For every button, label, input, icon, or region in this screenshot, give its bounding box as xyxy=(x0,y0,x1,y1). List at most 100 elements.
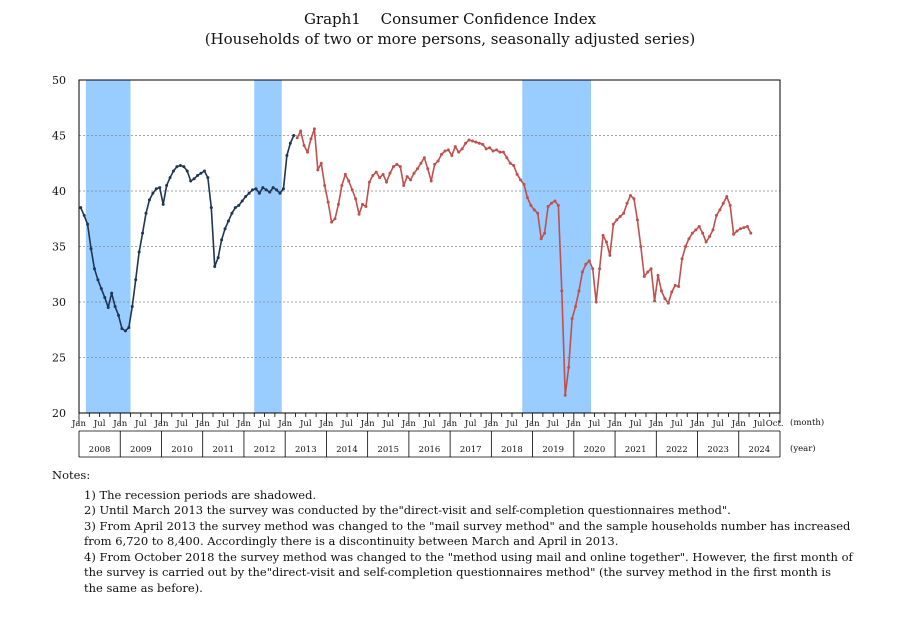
note-item-4: 4) From October 2018 the survey method w… xyxy=(84,549,853,595)
data-point xyxy=(86,222,90,226)
data-point xyxy=(745,225,749,229)
data-point xyxy=(89,247,93,251)
x-year-label: 2018 xyxy=(501,445,523,455)
x-month-label: Jul xyxy=(93,419,106,429)
y-tick-label: 45 xyxy=(52,130,66,143)
data-point xyxy=(714,213,718,217)
x-year-label: 2014 xyxy=(336,445,358,455)
data-point xyxy=(629,193,633,197)
data-point xyxy=(171,169,175,173)
data-point xyxy=(120,327,124,331)
data-point xyxy=(491,149,495,153)
data-point xyxy=(130,304,134,308)
data-point xyxy=(110,291,114,295)
x-month-label: Jul xyxy=(340,419,353,429)
note-item-1: 1) The recession periods are shadowed. xyxy=(84,487,317,502)
data-point xyxy=(419,161,423,165)
data-point xyxy=(450,153,454,157)
data-point xyxy=(532,208,536,212)
x-month-label: Jan xyxy=(153,419,168,429)
x-month-label: Jul xyxy=(258,419,271,429)
x-year-label: 2019 xyxy=(542,445,564,455)
data-point xyxy=(357,212,361,216)
data-point xyxy=(536,211,540,215)
data-point xyxy=(663,297,667,301)
data-point xyxy=(165,183,169,187)
data-point xyxy=(460,147,464,151)
data-point xyxy=(656,273,660,277)
data-point xyxy=(522,182,526,186)
data-point xyxy=(196,173,200,177)
data-point xyxy=(185,169,189,173)
x-year-label: 2009 xyxy=(130,445,152,455)
x-year-label: 2023 xyxy=(707,445,729,455)
data-point xyxy=(646,270,650,274)
data-point xyxy=(426,167,430,171)
data-point xyxy=(598,267,602,271)
y-tick-label: 40 xyxy=(52,185,66,198)
data-point xyxy=(285,153,289,157)
data-point xyxy=(415,167,419,171)
x-year-label: 2010 xyxy=(171,445,193,455)
data-point xyxy=(412,171,416,175)
data-point xyxy=(659,289,663,293)
data-point xyxy=(385,180,389,184)
data-point xyxy=(323,183,327,187)
data-point xyxy=(488,146,492,150)
data-point xyxy=(371,173,375,177)
data-point xyxy=(144,211,148,215)
data-point xyxy=(117,313,121,317)
data-point xyxy=(306,150,310,154)
x-year-label: 2024 xyxy=(749,445,771,455)
data-point xyxy=(161,202,165,206)
x-month-label: Jan xyxy=(277,419,292,429)
x-month-label: Jul xyxy=(505,419,518,429)
data-point xyxy=(563,393,567,397)
data-point xyxy=(275,188,279,192)
data-point xyxy=(457,150,461,154)
data-point xyxy=(299,129,303,133)
x-month-label: Oct. xyxy=(766,419,784,429)
data-point xyxy=(574,304,578,308)
data-point xyxy=(127,326,131,330)
x-year-label: 2017 xyxy=(460,445,482,455)
data-point xyxy=(556,203,560,207)
data-point xyxy=(477,141,481,145)
data-point xyxy=(704,240,708,244)
data-point xyxy=(749,231,753,235)
data-point xyxy=(735,229,739,233)
x-year-label: 2011 xyxy=(213,445,235,455)
x-month-label: Jan xyxy=(690,419,705,429)
data-point xyxy=(271,186,275,190)
data-point xyxy=(405,175,409,179)
data-point xyxy=(546,205,550,209)
data-point xyxy=(230,211,234,215)
y-tick-label: 35 xyxy=(52,241,66,254)
data-point xyxy=(625,201,629,205)
data-point xyxy=(223,227,227,231)
x-year-label: 2016 xyxy=(419,445,441,455)
x-month-label: Jul xyxy=(546,419,559,429)
data-point xyxy=(134,278,138,282)
data-point xyxy=(182,165,186,169)
x-year-label: 2012 xyxy=(254,445,276,455)
data-point xyxy=(137,250,141,254)
data-point xyxy=(474,140,478,144)
x-month-label: Jan xyxy=(71,419,86,429)
data-point xyxy=(495,148,499,152)
data-point xyxy=(395,162,399,166)
note-item-2: 2) Until March 2013 the survey was condu… xyxy=(84,503,731,517)
data-point xyxy=(639,245,643,248)
y-tick-label: 25 xyxy=(52,352,66,365)
data-point xyxy=(553,199,557,203)
data-point xyxy=(580,270,584,274)
data-point xyxy=(388,171,392,175)
data-point xyxy=(257,191,261,195)
data-point xyxy=(584,262,588,266)
data-point xyxy=(106,306,110,310)
y-tick-label: 20 xyxy=(52,407,66,420)
data-point xyxy=(292,134,296,137)
data-point xyxy=(618,215,622,219)
data-point xyxy=(220,238,224,242)
x-axis-year-label: (year) xyxy=(790,443,816,454)
